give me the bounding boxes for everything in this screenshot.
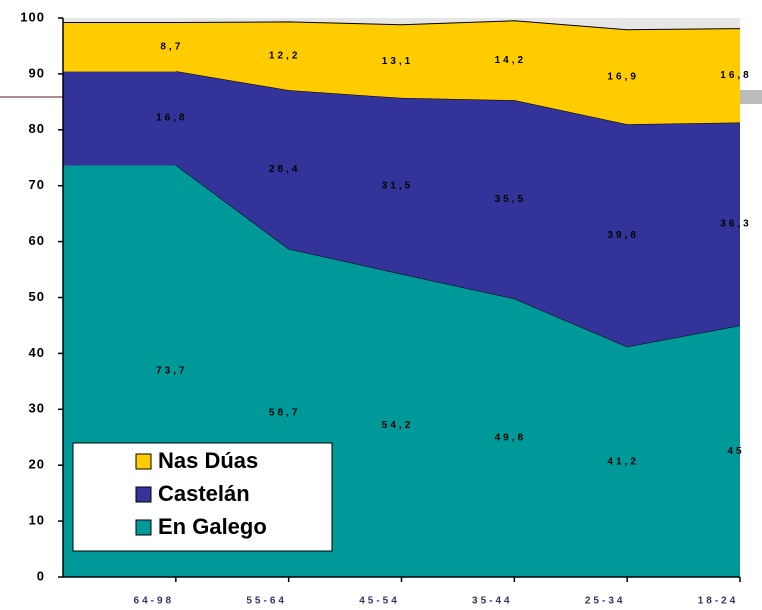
legend-swatch: [135, 453, 152, 470]
data-label: 16,9: [607, 72, 638, 83]
y-tick-label: 80: [29, 121, 45, 136]
data-label: 45: [727, 446, 744, 457]
data-label: 54,2: [382, 420, 413, 431]
legend-label: Castelán: [158, 481, 250, 506]
data-label: 49,8: [495, 432, 526, 443]
legend-swatch: [135, 486, 152, 503]
data-label: 28,4: [269, 164, 300, 175]
decor-bar: [740, 90, 762, 104]
data-label: 16,8: [720, 70, 751, 81]
data-label: 14,2: [495, 55, 526, 66]
data-label: 41,2: [607, 456, 638, 467]
area: [175, 20, 741, 125]
y-tick-label: 50: [29, 289, 45, 304]
legend-box: [72, 442, 333, 552]
data-label: 16,8: [156, 113, 187, 124]
y-tick-label: 0: [37, 568, 45, 583]
data-label: 73,7: [156, 366, 187, 377]
y-tick-label: 90: [29, 65, 45, 80]
y-tick-label: 40: [29, 345, 45, 360]
legend: Nas Dúas Castelán En Galego: [72, 442, 333, 552]
area-lead: [62, 21, 177, 72]
data-label: 36,3: [720, 219, 751, 230]
data-label: 39,8: [607, 230, 638, 241]
x-tick-label: 35-44: [472, 596, 513, 607]
y-tick-label: 20: [29, 457, 45, 472]
y-tick-label: 70: [29, 177, 45, 192]
area-edge: [63, 20, 741, 31]
y-tick-label: 60: [29, 233, 45, 248]
x-tick-label: 45-54: [359, 596, 400, 607]
y-tick-label: 30: [29, 401, 45, 416]
y-tick-label: 10: [29, 513, 45, 528]
y-tick-label: 100: [20, 9, 45, 24]
data-label: 31,5: [382, 181, 413, 192]
legend-label: Nas Dúas: [158, 448, 258, 473]
legend-label: En Galego: [158, 514, 267, 539]
data-label: 58,7: [269, 408, 300, 419]
area: [175, 71, 741, 347]
data-label: 8,7: [160, 41, 183, 52]
x-tick-label: 64-98: [134, 596, 175, 607]
x-tick-label: 25-34: [585, 596, 626, 607]
x-tick-label: 55-64: [246, 596, 287, 607]
data-label: 35,5: [495, 194, 526, 205]
legend-swatch: [135, 519, 152, 536]
data-label: 13,1: [382, 56, 413, 67]
data-label: 12,2: [269, 51, 300, 62]
x-tick-label: 18-24: [698, 596, 739, 607]
